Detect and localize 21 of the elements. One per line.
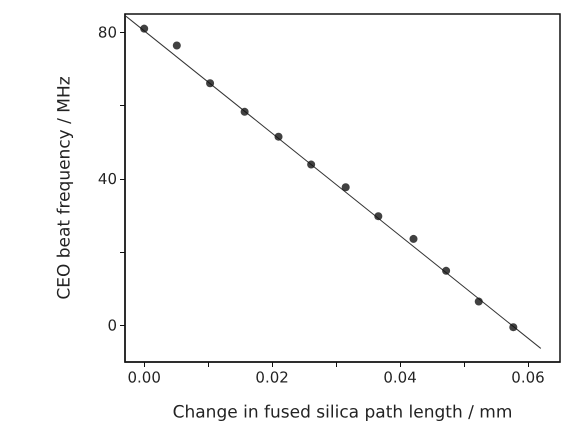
x-tick-label: 0.04 xyxy=(383,368,417,386)
x-tick-label: 0.06 xyxy=(511,368,545,386)
point xyxy=(342,183,350,192)
y-axis-title: CEO beat frequency / MHz xyxy=(54,76,74,300)
point xyxy=(442,266,450,275)
y-tick-label: 80 xyxy=(98,23,117,42)
point xyxy=(206,79,214,88)
x-axis-title: Change in fused silica path length / mm xyxy=(172,402,512,422)
point xyxy=(474,298,483,306)
point xyxy=(274,132,283,141)
point xyxy=(509,323,518,332)
y-tick-label: 0 xyxy=(107,316,117,334)
point xyxy=(410,234,418,243)
point xyxy=(140,24,148,33)
y-tick-label: 40 xyxy=(98,170,117,188)
point xyxy=(374,212,382,220)
point xyxy=(307,160,316,169)
x-tick-label: 0.02 xyxy=(255,368,289,386)
point xyxy=(240,108,249,116)
point xyxy=(172,42,181,50)
x-tick-label: 0.00 xyxy=(127,368,161,386)
